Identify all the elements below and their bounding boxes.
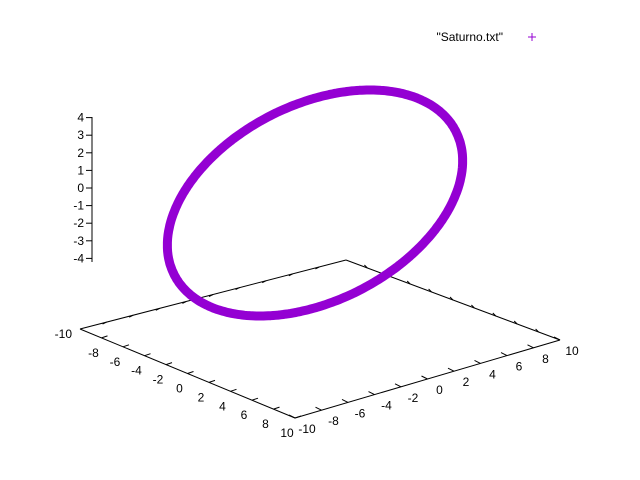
back-tick-mark — [535, 328, 539, 333]
back-tick-mark — [492, 312, 497, 317]
y-tick-label: 2 — [463, 375, 470, 389]
y-tick-mark — [474, 359, 481, 364]
y-tick-mark — [315, 406, 322, 411]
x-tick-label: 10 — [280, 426, 294, 440]
x-tick-label: 0 — [176, 382, 183, 396]
back-tick-mark — [428, 288, 432, 293]
legend: "Saturno.txt" — [436, 30, 536, 44]
z-tick-label: -4 — [73, 251, 84, 265]
back-tick-mark — [471, 304, 475, 309]
base-axes — [79, 259, 561, 419]
y-tick-mark — [341, 398, 349, 403]
x-tick-label: -2 — [153, 373, 164, 387]
back-tick-mark — [288, 273, 294, 277]
z-tick-label: 3 — [77, 128, 84, 142]
y-tick-label: -2 — [408, 391, 419, 405]
corner-tick-label: -10 — [55, 327, 73, 341]
back-tick-mark — [364, 264, 368, 269]
back-tick-mark — [513, 320, 518, 325]
back-tick-mark — [102, 321, 107, 325]
back-tick-mark — [315, 266, 320, 270]
x-tick-mark — [251, 397, 259, 401]
y-tick-mark — [500, 352, 508, 357]
back-tick-mark — [128, 314, 134, 318]
x-tick-mark — [230, 388, 237, 392]
back-tick-mark — [155, 307, 161, 311]
x-tick-mark — [294, 415, 302, 419]
legend-label: "Saturno.txt" — [436, 30, 503, 44]
x-tick-mark — [144, 353, 151, 357]
y-tick-mark — [447, 367, 455, 372]
orbit-ring — [162, 85, 468, 321]
back-tick-mark — [208, 294, 214, 297]
z-tick-label: 0 — [77, 181, 84, 195]
y-tick-label: 10 — [565, 344, 579, 358]
back-tick-mark — [235, 287, 240, 291]
y-tick-label: 6 — [516, 360, 523, 374]
x-tick-label: -4 — [131, 364, 142, 378]
z-tick-label: 4 — [77, 111, 84, 125]
y-tick-mark — [368, 391, 375, 396]
z-tick-label: 1 — [77, 163, 84, 177]
back-tick-mark — [449, 296, 454, 301]
x-axis-ticks: -8 -6 -4 -2 0 24 68 10 — [88, 335, 302, 440]
y-tick-label: 0 — [436, 383, 443, 397]
x-tick-label: 8 — [262, 417, 269, 431]
z-tick-label: -3 — [73, 234, 84, 248]
x-tick-label: -6 — [110, 355, 121, 369]
x-tick-label: 2 — [198, 390, 205, 404]
y-tick-label: 8 — [542, 352, 549, 366]
orbit-series — [162, 85, 468, 321]
y-tick-mark — [553, 336, 561, 341]
x-tick-label: 4 — [219, 399, 226, 413]
x-tick-mark — [273, 406, 280, 410]
y-tick-label: -4 — [381, 399, 392, 413]
x-tick-label: -8 — [88, 346, 99, 360]
x-tick-mark — [187, 371, 194, 374]
x-tick-label: 6 — [241, 408, 248, 422]
legend-plus-icon — [528, 33, 536, 41]
y-tick-mark — [421, 375, 428, 380]
y-tick-mark — [394, 383, 402, 388]
x-tick-mark — [208, 379, 216, 383]
z-tick-label: -1 — [73, 199, 84, 213]
y-tick-mark — [527, 344, 534, 349]
y-tick-label: -6 — [355, 406, 366, 420]
back-tick-mark — [182, 300, 187, 304]
y-tick-label: -10 — [298, 422, 316, 436]
y-tick-label: 4 — [489, 367, 496, 381]
x-tick-mark — [101, 335, 108, 339]
z-tick-label: -2 — [73, 216, 84, 230]
back-tick-mark — [261, 280, 267, 284]
x-tick-mark — [122, 344, 130, 348]
x-tick-mark — [165, 362, 173, 366]
z-tick-label: 2 — [77, 146, 84, 160]
y-tick-label: -8 — [328, 414, 339, 428]
y-tick-mark — [288, 414, 296, 419]
z-axis: 4 3 2 1 0 -1 -2 -3 -4 -10 — [55, 111, 93, 341]
back-tick-mark — [406, 280, 411, 285]
